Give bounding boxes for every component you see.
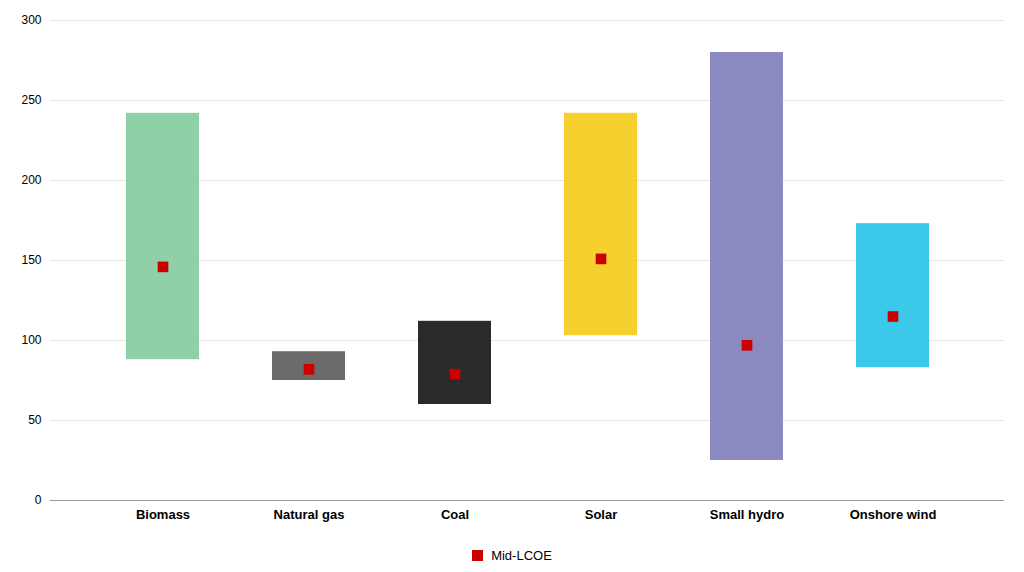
svg-text:Small hydro: Small hydro <box>710 507 784 522</box>
html-text:Mid-LCOE: Mid-LCOE <box>491 547 552 563</box>
svg-text:0: 0 <box>35 493 42 507</box>
svg-text:300: 300 <box>21 13 41 27</box>
svg-text:50: 50 <box>28 413 42 427</box>
svg-text:Onshore wind: Onshore wind <box>850 507 937 522</box>
svg-text:100: 100 <box>21 333 41 347</box>
svg-text:200: 200 <box>21 173 41 187</box>
svg-text:Biomass: Biomass <box>136 507 190 522</box>
svg-text:150: 150 <box>21 253 41 267</box>
svg-text:250: 250 <box>21 93 41 107</box>
svg-text:Solar: Solar <box>585 507 618 522</box>
svg-text:Natural gas: Natural gas <box>274 507 345 522</box>
svg-text:Coal: Coal <box>441 507 469 522</box>
